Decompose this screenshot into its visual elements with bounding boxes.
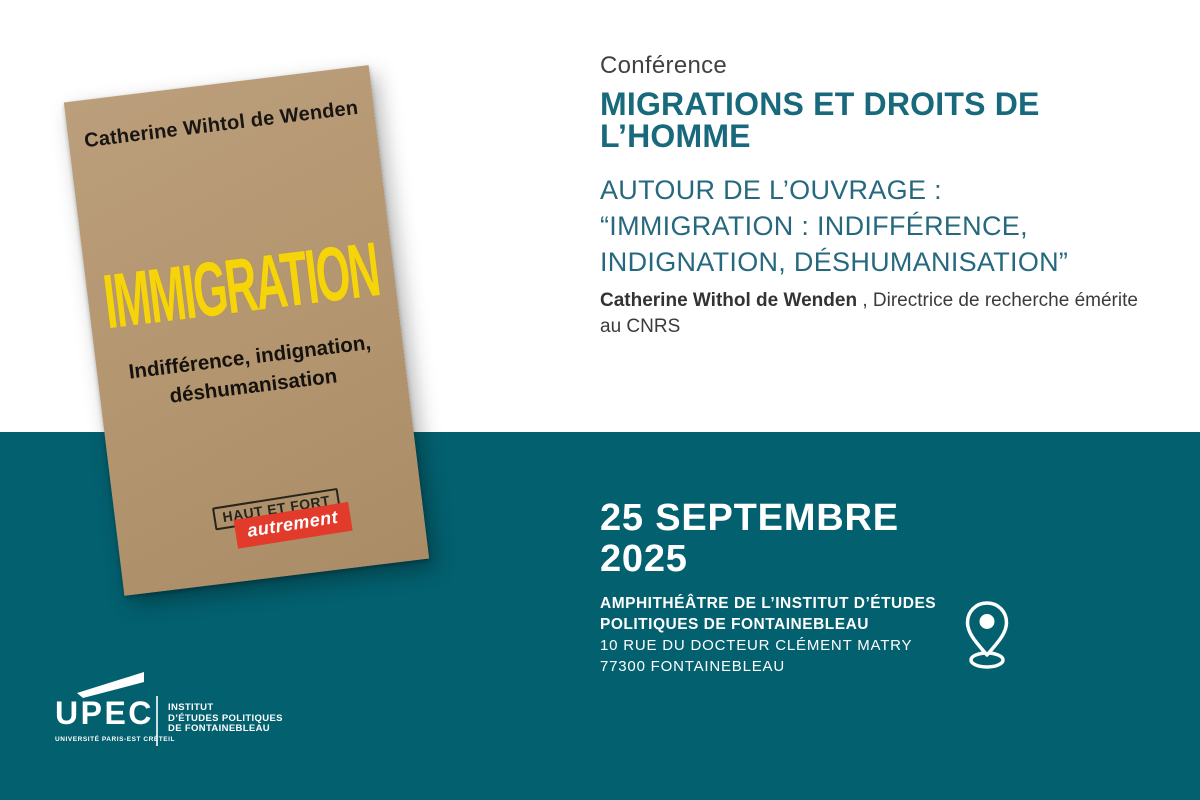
upec-acronym: UPEC [55,695,154,731]
speaker-line: Catherine Withol de Wenden , Directrice … [600,288,1160,340]
venue-line-1: AMPHITHÉÂTRE DE L’INSTITUT D’ÉTUDES [600,595,937,612]
event-subtitle-line-2: “IMMIGRATION : INDIFFÉRENCE, [600,211,1028,241]
event-subtitle-line-1: AUTOUR DE L’OUVRAGE : [600,175,942,205]
location-pin-icon [965,601,1009,669]
upec-banner-shape [77,672,144,698]
event-date-line-1: 25 SEPTEMBRE [600,497,899,539]
institute-line-3: DE FONTAINEBLEAU [168,723,271,734]
institute-line-2: D’ÉTUDES POLITIQUES [168,712,283,724]
event-info-column: Conférence MIGRATIONS ET DROITS DE L’HOM… [600,52,1175,340]
address-line-2: 77300 FONTAINEBLEAU [600,658,785,675]
institute-name: INSTITUT D’ÉTUDES POLITIQUES DE FONTAINE… [168,702,283,735]
institute-line-1: INSTITUT [168,702,214,713]
event-kicker: Conférence [600,52,728,79]
speaker-role: , Directrice de recherche émérite au CNR… [600,290,1138,337]
event-title: MIGRATIONS ET DROITS DE L’HOMME [600,86,1040,154]
event-venue: AMPHITHÉÂTRE DE L’INSTITUT D’ÉTUDES POLI… [600,593,936,677]
book-author: Catherine Wihtol de Wenden [83,96,360,153]
book-title: IMMIGRATION [99,227,383,346]
event-subtitle-line-3: INDIGNATION, DÉSHUMANISATION” [600,247,1069,277]
event-date-line-2: 2025 [600,538,688,580]
book-cover-image: Catherine Wihtol de Wenden IMMIGRATION I… [63,65,430,596]
venue-line-2: POLITIQUES DE FONTAINEBLEAU [600,616,869,633]
upec-university-name: UNIVERSITÉ PARIS-EST CRÉTEIL [55,736,176,743]
address-line-1: 10 RUE DU DOCTEUR CLÉMENT MATRY [600,637,913,654]
event-subtitle: AUTOUR DE L’OUVRAGE : “IMMIGRATION : IND… [600,172,1175,280]
logo-divider [156,696,158,746]
upec-logo: UPEC UNIVERSITÉ PARIS-EST CRÉTEIL INSTIT… [55,672,345,757]
event-date: 25 SEPTEMBRE 2025 [600,498,899,580]
speaker-name: Catherine Withol de Wenden [600,290,858,311]
